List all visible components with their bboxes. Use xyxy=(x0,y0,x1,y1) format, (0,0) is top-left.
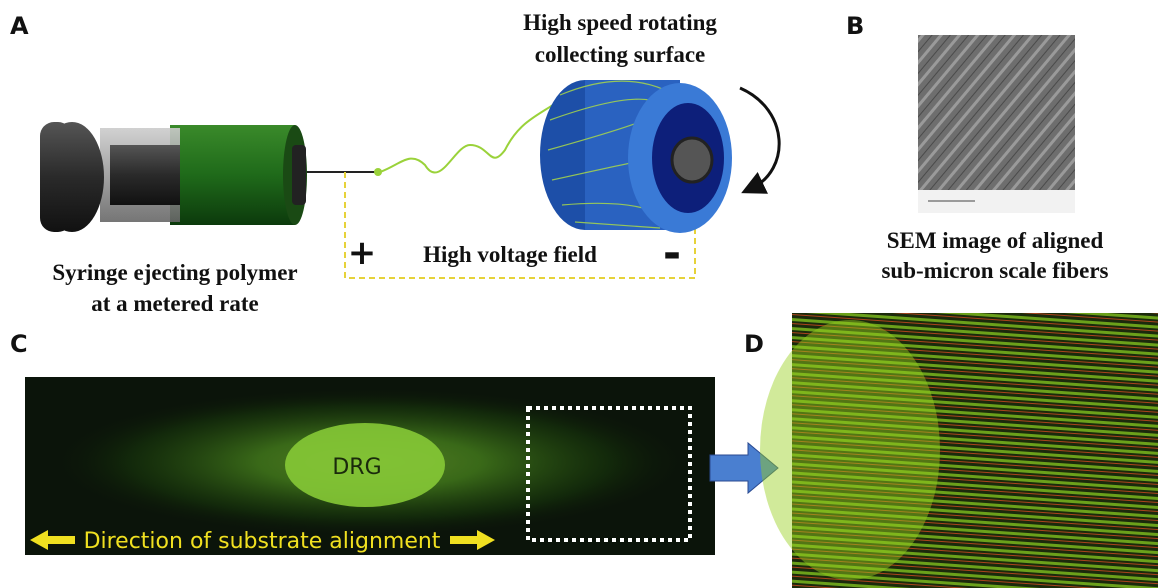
fiber-jet xyxy=(380,100,560,173)
caption-line: High speed rotating xyxy=(523,10,717,35)
panel-label: D xyxy=(744,330,764,358)
caption-line: SEM image of aligned xyxy=(887,228,1104,253)
direction-label: Direction of substrate alignment xyxy=(84,529,441,554)
barrel xyxy=(170,125,295,225)
fiber-glow xyxy=(760,320,940,580)
caption-line: Syringe ejecting polymer xyxy=(52,260,297,285)
syringe xyxy=(40,122,380,232)
caption-line: sub-micron scale fibers xyxy=(881,258,1108,283)
plus-sign: + xyxy=(348,233,377,273)
caption-line: collecting surface xyxy=(535,42,706,67)
figure: A High speed rotating collecting surface… xyxy=(0,0,1158,588)
drg-label: DRG xyxy=(332,455,381,480)
collector xyxy=(540,80,732,233)
panel-label: C xyxy=(10,330,28,358)
hub xyxy=(672,138,712,182)
rotation-arrow xyxy=(740,88,779,188)
cap xyxy=(292,145,306,205)
droplet xyxy=(374,168,382,176)
field-label: High voltage field xyxy=(423,242,597,267)
plunger xyxy=(110,145,180,205)
caption-line: at a metered rate xyxy=(91,291,259,316)
panel-label: A xyxy=(10,12,29,40)
sem-image xyxy=(918,35,1075,190)
plunger-rim xyxy=(40,122,72,232)
panel-label: B xyxy=(846,12,864,40)
minus-sign: - xyxy=(663,228,681,279)
